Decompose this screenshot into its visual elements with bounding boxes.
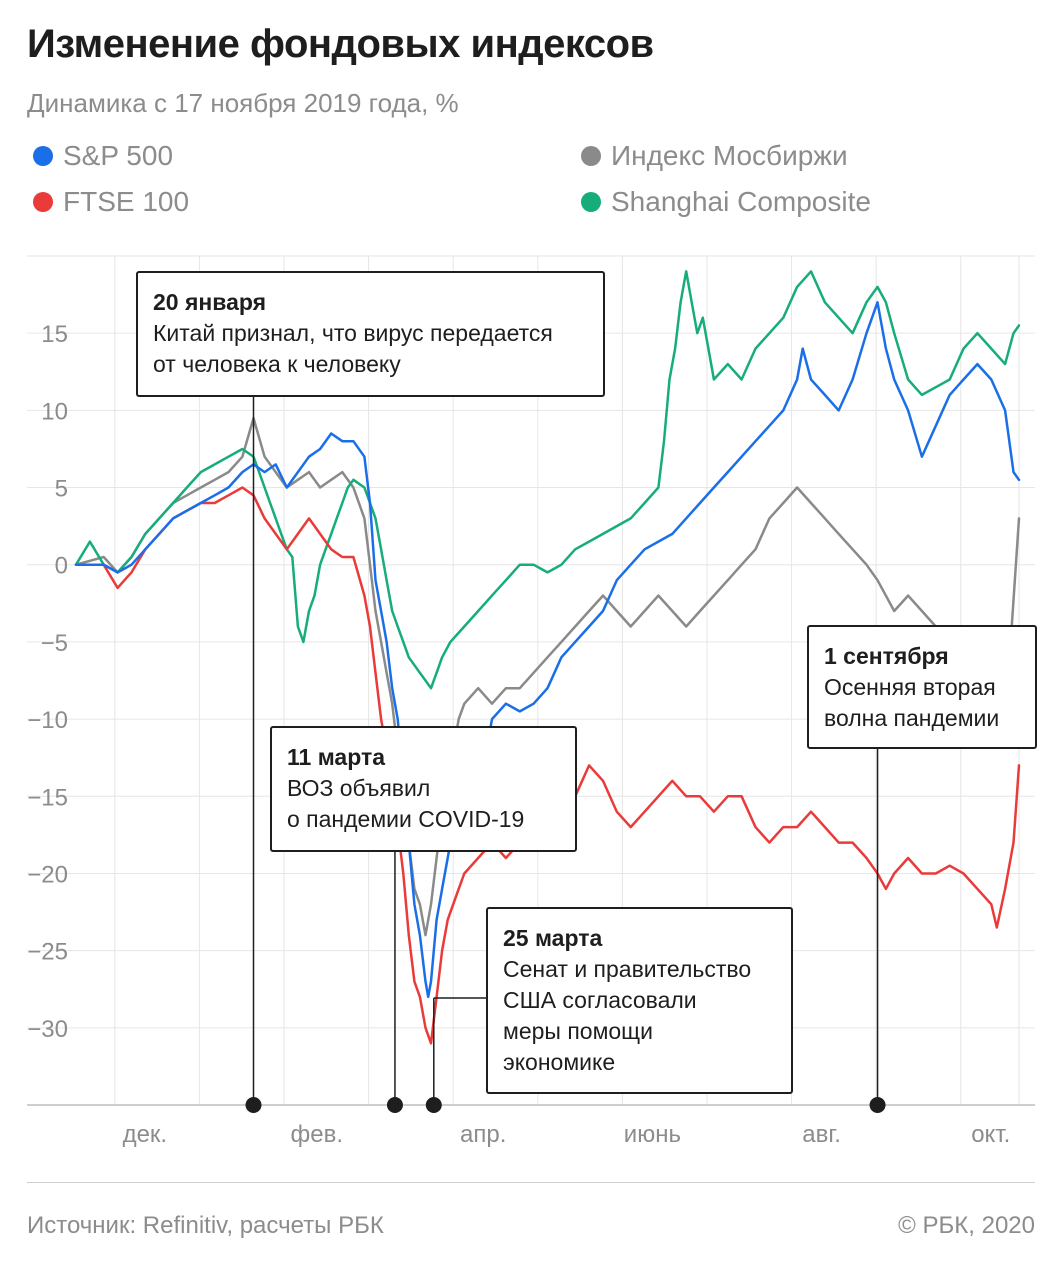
annotation-text: Сенат и правительство США согласовали ме… <box>503 956 752 1075</box>
annotation-marker <box>425 1097 442 1113</box>
x-tick-label: авг. <box>802 1121 841 1148</box>
annotation-callout-mar25: 25 марта Сенат и правительство США согла… <box>486 907 793 1094</box>
y-tick-label: −30 <box>27 1016 68 1043</box>
legend-dot-icon <box>33 192 53 212</box>
y-tick-label: 5 <box>55 476 68 503</box>
page-title: Изменение фондовых индексов <box>27 22 654 66</box>
annotation-marker <box>386 1097 403 1113</box>
y-tick-label: −20 <box>27 861 68 888</box>
legend-item-sp500: S&P 500 <box>33 140 173 172</box>
y-tick-label: −25 <box>27 939 68 966</box>
annotation-text: Осенняя вторая волна пандемии <box>824 674 1000 731</box>
legend-item-moex: Индекс Мосбиржи <box>581 140 848 172</box>
source-note: Источник: Refinitiv, расчеты РБК <box>27 1212 384 1239</box>
annotation-marker <box>245 1097 262 1113</box>
annotation-date: 1 сентября <box>824 643 949 669</box>
y-tick-label: −15 <box>27 784 68 811</box>
annotation-text: ВОЗ объявил о пандемии COVID-19 <box>287 775 525 832</box>
annotation-date: 11 марта <box>287 744 386 770</box>
y-tick-label: 10 <box>41 398 68 425</box>
legend-dot-icon <box>581 146 601 166</box>
footer-divider <box>27 1182 1035 1183</box>
x-tick-label: дек. <box>123 1121 168 1148</box>
x-tick-label: фев. <box>291 1121 344 1148</box>
x-tick-label: июнь <box>624 1121 681 1148</box>
annotation-text: Китай признал, что вирус передается от ч… <box>153 320 553 377</box>
annotation-date: 25 марта <box>503 925 603 951</box>
annotation-callout-jan20: 20 января Китай признал, что вирус перед… <box>136 271 605 397</box>
legend-item-shanghai: Shanghai Composite <box>581 186 871 218</box>
x-tick-label: апр. <box>460 1121 506 1148</box>
legend-label: Индекс Мосбиржи <box>611 140 848 171</box>
y-tick-label: −5 <box>41 630 68 657</box>
x-tick-label: окт. <box>971 1121 1010 1148</box>
series-line-3 <box>74 270 1021 690</box>
page-subtitle: Динамика с 17 ноября 2019 года, % <box>27 88 459 118</box>
legend-dot-icon <box>581 192 601 212</box>
legend-item-ftse100: FTSE 100 <box>33 186 189 218</box>
copyright-note: © РБК, 2020 <box>898 1212 1035 1239</box>
legend-dot-icon <box>33 146 53 166</box>
annotation-callout-mar11: 11 марта ВОЗ объявил о пандемии COVID-19 <box>270 726 577 852</box>
y-tick-label: 0 <box>55 553 68 580</box>
annotation-callout-sep1: 1 сентября Осенняя вторая волна пандемии <box>807 625 1037 749</box>
annotation-date: 20 января <box>153 289 267 315</box>
y-tick-label: −10 <box>27 707 68 734</box>
legend-label: S&P 500 <box>63 140 174 171</box>
legend-label: Shanghai Composite <box>611 186 871 217</box>
y-tick-label: 15 <box>41 321 68 348</box>
annotation-marker <box>869 1097 886 1113</box>
legend-label: FTSE 100 <box>63 186 190 217</box>
